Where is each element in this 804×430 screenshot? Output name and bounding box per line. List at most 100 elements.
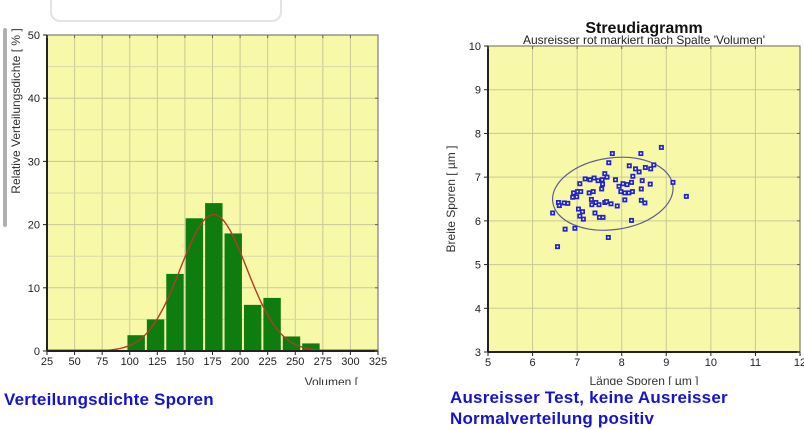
scatter-point-center: [581, 210, 584, 213]
scatter-point-center: [640, 199, 643, 202]
scatter-point-center: [584, 178, 586, 180]
scatter-point-center: [640, 188, 643, 190]
histogram-bar: [224, 233, 242, 351]
scatter-point-center: [640, 152, 642, 155]
scatter-point-center: [602, 216, 604, 219]
y-tick-label: 5: [475, 260, 481, 272]
scatter-point-center: [598, 216, 601, 219]
x-tick-label: 200: [231, 356, 249, 368]
histogram-caption: Verteilungsdichte Sporen: [4, 390, 214, 409]
scatter-point-center: [556, 245, 559, 248]
x-tick-label: 12: [794, 357, 804, 369]
scatter-point-center: [672, 181, 674, 184]
scatter-point-center: [634, 168, 637, 170]
chart-subtitle: Ausreisser rot markiert nach Spalte 'Vol…: [523, 33, 765, 47]
y-tick-label: 10: [28, 283, 40, 295]
scatter-point-center: [595, 201, 597, 204]
scatter-point-center: [626, 183, 628, 186]
scatter-point-center: [600, 188, 603, 190]
y-tick-label: 40: [28, 93, 40, 105]
scatter-point-center: [624, 192, 626, 194]
y-tick-label: 9: [475, 85, 481, 97]
scatter-point-center: [630, 219, 633, 222]
scatter-point-center: [579, 182, 581, 185]
scatter-point-center: [607, 236, 610, 239]
y-tick-label: 4: [475, 303, 481, 315]
scatter-point-center: [577, 208, 580, 210]
scatter-point-center: [594, 212, 596, 214]
scatter-point-center: [572, 192, 575, 194]
x-tick-label: 125: [148, 356, 166, 368]
x-tick-label: 8: [619, 357, 625, 369]
histogram-bar: [302, 343, 320, 351]
x-tick-label: 225: [258, 356, 276, 368]
y-tick-label: 20: [28, 220, 40, 232]
scatter-point-center: [628, 192, 630, 194]
y-axis-label: Relative Verteilungsdichte [ % ]: [9, 28, 23, 193]
y-tick-label: 3: [475, 347, 481, 359]
x-tick-label: 6: [530, 357, 536, 369]
scatter-point-center: [631, 190, 634, 193]
scrollbar-thumb[interactable]: [3, 28, 7, 227]
histogram-bar: [185, 218, 204, 351]
scatter-point-center: [624, 199, 626, 201]
scatter-point-center: [605, 200, 608, 203]
y-tick-label: 6: [475, 216, 481, 228]
scatter-point-center: [563, 202, 566, 204]
histogram-bar: [146, 319, 165, 351]
y-tick-label: 50: [28, 30, 40, 42]
scatter-point-center: [614, 178, 617, 181]
y-tick-label: 8: [475, 128, 481, 140]
histogram-bar: [263, 297, 281, 351]
scatter-caption: Ausreisser Test, keine Ausreisser Normal…: [450, 387, 728, 429]
plot-area: [488, 46, 800, 352]
scatter-point-center: [590, 198, 593, 201]
scatter-point-center: [592, 190, 594, 193]
scatter-point-center: [551, 212, 554, 214]
scatter-point-center: [630, 181, 633, 184]
scatter-point-center: [579, 215, 581, 217]
scatter-point-center: [557, 201, 560, 204]
scatter-point-center: [597, 179, 599, 182]
x-tick-label: 275: [314, 356, 332, 368]
x-tick-label: 325: [369, 356, 387, 368]
x-tick-label: 150: [176, 356, 194, 368]
scatter-point-center: [620, 190, 622, 193]
scatter-point-center: [575, 196, 578, 198]
x-axis-label: Länge Sporen [ µm ]: [590, 374, 699, 385]
scatter-point-center: [576, 190, 579, 193]
scatter-point-center: [653, 164, 655, 166]
x-tick-label: 300: [341, 356, 359, 368]
scatter-point-center: [616, 205, 619, 207]
x-tick-label: 25: [41, 356, 53, 368]
chart-title: Streudiagramm: [585, 20, 702, 37]
scatter-point-center: [618, 185, 620, 188]
confidence-ellipse: [551, 156, 674, 231]
y-tick-label: 7: [475, 172, 481, 184]
y-tick-label: 0: [34, 346, 40, 358]
x-tick-label: 175: [203, 356, 221, 368]
scatter-point-center: [610, 203, 612, 205]
scatter-point-center: [638, 171, 640, 173]
x-tick-label: 5: [485, 357, 491, 369]
x-tick-label: 9: [663, 357, 669, 369]
scatter-point-center: [606, 176, 608, 178]
y-axis-label: Breite Sporen [ µm ]: [444, 146, 458, 253]
scatter-point-center: [649, 168, 652, 170]
x-tick-label: 75: [96, 356, 108, 368]
scatter-point-center: [564, 228, 566, 230]
histogram-chart: 25 50 75 100 125 150 175 200 225 250 275 300 325 0 10 2…: [9, 28, 387, 385]
x-axis-label: Volumen [: [305, 375, 359, 385]
scatter-point-center: [571, 196, 574, 199]
scatter-point-center: [622, 182, 624, 185]
scatter-point-center: [644, 166, 647, 169]
scatter-point-center: [598, 203, 600, 206]
panel-bottom-edge: [50, 0, 282, 22]
histogram-bar: [205, 203, 223, 351]
scatter-point-center: [611, 152, 614, 155]
scatter-point-center: [566, 202, 569, 205]
scatter-point-center: [649, 183, 652, 185]
scatter-point-center: [588, 192, 590, 194]
scatter-point-center: [579, 190, 582, 193]
scatter-point-center: [632, 175, 634, 178]
